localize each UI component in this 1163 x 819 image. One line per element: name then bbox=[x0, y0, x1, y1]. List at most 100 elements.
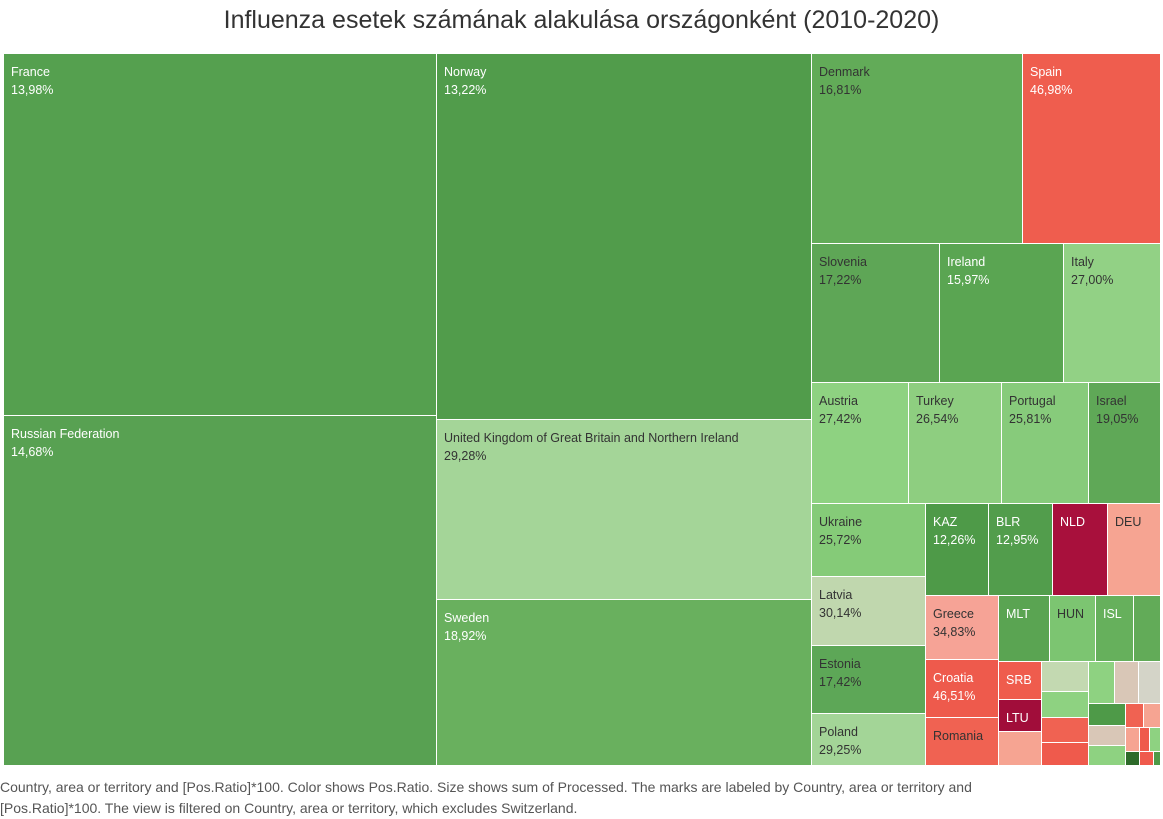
cell-value-label: 14,68% bbox=[11, 445, 54, 459]
treemap-cell-latvia[interactable]: Latvia 30,14% bbox=[812, 577, 926, 646]
treemap-cell-israel[interactable]: Israel 19,05% bbox=[1089, 383, 1161, 504]
cell-label: Greece 34,83% bbox=[933, 605, 975, 641]
cell-value-label: 27,42% bbox=[819, 412, 862, 426]
treemap-cell-romania[interactable]: Romania bbox=[926, 718, 999, 766]
treemap-cell-unlabeled[interactable] bbox=[1126, 752, 1140, 766]
cell-value-label: 29,28% bbox=[444, 449, 487, 463]
treemap-cell-slovenia[interactable]: Slovenia 17,22% bbox=[812, 244, 940, 383]
cell-value-label: 34,83% bbox=[933, 625, 976, 639]
cell-label: Croatia 46,51% bbox=[933, 669, 975, 705]
cell-value-label: 12,95% bbox=[996, 533, 1039, 547]
cell-country-name: Greece bbox=[933, 607, 974, 621]
cell-label: BLR 12,95% bbox=[996, 513, 1038, 549]
treemap-cell-nld[interactable]: NLD bbox=[1053, 504, 1108, 596]
treemap-cell-hun[interactable]: HUN bbox=[1050, 596, 1096, 662]
treemap-cell-deu[interactable]: DEU bbox=[1108, 504, 1161, 596]
treemap-cell-unlabeled[interactable] bbox=[1150, 728, 1161, 752]
treemap-cell-turkey[interactable]: Turkey 26,54% bbox=[909, 383, 1002, 504]
treemap-cell-kaz[interactable]: KAZ 12,26% bbox=[926, 504, 989, 596]
treemap-cell-unlabeled[interactable] bbox=[1089, 662, 1115, 704]
treemap-cell-poland[interactable]: Poland 29,25% bbox=[812, 714, 926, 766]
cell-country-name: Spain bbox=[1030, 65, 1062, 79]
treemap-cell-sweden[interactable]: Sweden 18,92% bbox=[437, 600, 812, 766]
cell-label: ISL bbox=[1103, 605, 1122, 623]
treemap-cell-norway[interactable]: Norway 13,22% bbox=[437, 54, 812, 420]
cell-country-name: SRB bbox=[1006, 673, 1032, 687]
treemap-cell-unlabeled[interactable] bbox=[1042, 743, 1089, 766]
cell-country-name: Italy bbox=[1071, 255, 1094, 269]
treemap-cell-portugal[interactable]: Portugal 25,81% bbox=[1002, 383, 1089, 504]
treemap-cell-unlabeled[interactable] bbox=[1042, 692, 1089, 718]
treemap-cell-unlabeled[interactable] bbox=[1042, 718, 1089, 743]
treemap-cell-unlabeled[interactable] bbox=[1140, 752, 1154, 766]
cell-country-name: Denmark bbox=[819, 65, 870, 79]
cell-label: Austria 27,42% bbox=[819, 392, 861, 428]
treemap-cell-unlabeled[interactable] bbox=[1089, 704, 1126, 726]
treemap-cell-france[interactable]: France 13,98% bbox=[4, 54, 437, 416]
treemap-cell-greece[interactable]: Greece 34,83% bbox=[926, 596, 999, 660]
treemap-cell-unlabeled[interactable] bbox=[1089, 726, 1126, 746]
cell-country-name: KAZ bbox=[933, 515, 958, 529]
treemap-cell-unlabeled[interactable] bbox=[1154, 752, 1161, 766]
cell-label: Portugal 25,81% bbox=[1009, 392, 1056, 428]
cell-country-name: Austria bbox=[819, 394, 858, 408]
cell-country-name: Portugal bbox=[1009, 394, 1056, 408]
cell-label: France 13,98% bbox=[11, 63, 53, 99]
cell-value-label: 17,22% bbox=[819, 273, 862, 287]
treemap-cell-unlabeled[interactable] bbox=[1042, 662, 1089, 692]
cell-country-name: Turkey bbox=[916, 394, 954, 408]
cell-label: MLT bbox=[1006, 605, 1030, 623]
cell-country-name: United Kingdom of Great Britain and Nort… bbox=[444, 431, 739, 445]
treemap-cell-ireland[interactable]: Ireland 15,97% bbox=[940, 244, 1064, 383]
treemap-cell-isl[interactable]: ISL bbox=[1096, 596, 1134, 662]
treemap-cell-croatia[interactable]: Croatia 46,51% bbox=[926, 660, 999, 718]
treemap-cell-unlabeled[interactable] bbox=[1134, 596, 1161, 662]
cell-country-name: MLT bbox=[1006, 607, 1031, 621]
cell-country-name: Estonia bbox=[819, 657, 861, 671]
cell-country-name: LTU bbox=[1006, 711, 1029, 725]
treemap-cell-united-kingdom-of-great-britain-and-northern-ireland[interactable]: United Kingdom of Great Britain and Nort… bbox=[437, 420, 812, 600]
cell-value-label: 19,05% bbox=[1096, 412, 1139, 426]
treemap-cell-russian-federation[interactable]: Russian Federation 14,68% bbox=[4, 416, 437, 766]
cell-country-name: Ukraine bbox=[819, 515, 863, 529]
cell-value-label: 26,54% bbox=[916, 412, 959, 426]
treemap-cell-estonia[interactable]: Estonia 17,42% bbox=[812, 646, 926, 714]
chart-footnote: Country, area or territory and [Pos.Rati… bbox=[0, 777, 1163, 819]
cell-label: Ukraine 25,72% bbox=[819, 513, 862, 549]
cell-value-label: 30,14% bbox=[819, 606, 862, 620]
cell-country-name: Croatia bbox=[933, 671, 974, 685]
cell-label: Denmark 16,81% bbox=[819, 63, 870, 99]
cell-country-name: Sweden bbox=[444, 611, 490, 625]
treemap-cell-austria[interactable]: Austria 27,42% bbox=[812, 383, 909, 504]
cell-label: Sweden 18,92% bbox=[444, 609, 489, 645]
treemap-cell-spain[interactable]: Spain 46,98% bbox=[1023, 54, 1161, 244]
treemap-cell-ukraine[interactable]: Ukraine 25,72% bbox=[812, 504, 926, 577]
treemap-cell-unlabeled[interactable] bbox=[1126, 704, 1144, 728]
treemap-cell-unlabeled[interactable] bbox=[1144, 704, 1161, 728]
cell-country-name: France bbox=[11, 65, 50, 79]
treemap-cell-ltu[interactable]: LTU bbox=[999, 700, 1042, 732]
treemap-cell-srb[interactable]: SRB bbox=[999, 662, 1042, 700]
treemap-cell-unlabeled[interactable] bbox=[1115, 662, 1139, 704]
cell-value-label: 12,26% bbox=[933, 533, 976, 547]
treemap-cell-unlabeled[interactable] bbox=[1139, 662, 1161, 704]
cell-country-name: BLR bbox=[996, 515, 1021, 529]
treemap-cell-blr[interactable]: BLR 12,95% bbox=[989, 504, 1053, 596]
cell-label: Turkey 26,54% bbox=[916, 392, 958, 428]
treemap-cell-unlabeled[interactable] bbox=[1089, 746, 1126, 766]
cell-value-label: 13,98% bbox=[11, 83, 54, 97]
cell-country-name: Russian Federation bbox=[11, 427, 120, 441]
cell-country-name: HUN bbox=[1057, 607, 1085, 621]
cell-label: SRB bbox=[1006, 671, 1032, 689]
cell-country-name: ISL bbox=[1103, 607, 1122, 621]
treemap-cell-unlabeled[interactable] bbox=[1140, 728, 1150, 752]
treemap-cell-unlabeled[interactable] bbox=[999, 732, 1042, 766]
cell-country-name: Israel bbox=[1096, 394, 1127, 408]
treemap-cell-denmark[interactable]: Denmark 16,81% bbox=[812, 54, 1023, 244]
cell-label: Russian Federation 14,68% bbox=[11, 425, 119, 461]
treemap-cell-mlt[interactable]: MLT bbox=[999, 596, 1050, 662]
treemap-cell-italy[interactable]: Italy 27,00% bbox=[1064, 244, 1161, 383]
cell-label: Israel 19,05% bbox=[1096, 392, 1138, 428]
treemap-cell-unlabeled[interactable] bbox=[1126, 728, 1140, 752]
